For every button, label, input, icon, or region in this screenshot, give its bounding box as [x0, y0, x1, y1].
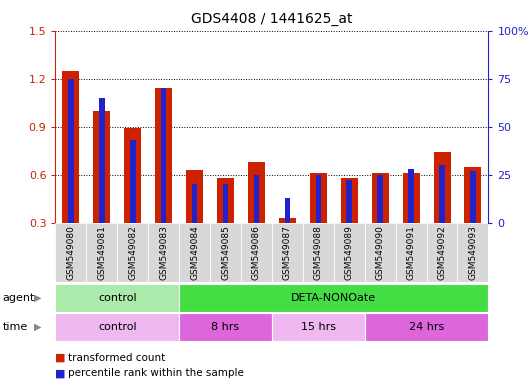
Text: transformed count: transformed count — [68, 353, 165, 363]
Bar — [272, 223, 303, 282]
Text: control: control — [98, 322, 137, 332]
Text: GSM549093: GSM549093 — [468, 225, 477, 280]
Bar — [334, 223, 365, 282]
Bar — [124, 128, 142, 271]
Text: time: time — [3, 322, 28, 332]
Bar — [427, 223, 457, 282]
Bar — [55, 284, 179, 312]
Bar — [378, 175, 383, 223]
Bar — [303, 223, 334, 282]
Bar — [93, 111, 110, 271]
Bar — [272, 313, 365, 341]
Bar — [365, 313, 488, 341]
Bar — [465, 167, 482, 271]
Bar — [192, 184, 197, 223]
Text: agent: agent — [3, 293, 35, 303]
Text: GSM549089: GSM549089 — [345, 225, 354, 280]
Text: ■: ■ — [55, 368, 66, 378]
Bar — [148, 223, 179, 282]
Bar — [55, 223, 87, 282]
Bar — [62, 71, 79, 271]
Text: control: control — [98, 293, 137, 303]
Bar — [365, 223, 395, 282]
Bar — [68, 79, 74, 223]
Text: 15 hrs: 15 hrs — [301, 322, 336, 332]
Text: GDS4408 / 1441625_at: GDS4408 / 1441625_at — [191, 12, 353, 25]
Bar — [210, 223, 241, 282]
Bar — [117, 223, 148, 282]
Bar — [395, 223, 427, 282]
Text: GSM549081: GSM549081 — [97, 225, 106, 280]
Bar — [186, 170, 203, 271]
Text: GSM549091: GSM549091 — [407, 225, 416, 280]
Text: 24 hrs: 24 hrs — [409, 322, 444, 332]
Text: GSM549088: GSM549088 — [314, 225, 323, 280]
Bar — [99, 98, 105, 223]
Bar — [130, 140, 136, 223]
Bar — [439, 165, 445, 223]
Text: GSM549087: GSM549087 — [283, 225, 292, 280]
Bar — [217, 178, 234, 271]
Bar — [285, 198, 290, 223]
Bar — [55, 313, 179, 341]
Bar — [310, 173, 327, 271]
Bar — [179, 284, 488, 312]
Bar — [155, 88, 172, 271]
Bar — [279, 218, 296, 271]
Text: GSM549086: GSM549086 — [252, 225, 261, 280]
Bar — [223, 184, 228, 223]
Bar — [179, 223, 210, 282]
Text: ▶: ▶ — [34, 293, 42, 303]
Bar — [161, 88, 166, 223]
Bar — [470, 171, 476, 223]
Text: GSM549085: GSM549085 — [221, 225, 230, 280]
Text: DETA-NONOate: DETA-NONOate — [291, 293, 376, 303]
Bar — [346, 180, 352, 223]
Bar — [372, 173, 389, 271]
Bar — [87, 223, 117, 282]
Bar — [316, 175, 321, 223]
Bar — [433, 152, 450, 271]
Text: GSM549090: GSM549090 — [375, 225, 385, 280]
Bar — [253, 175, 259, 223]
Text: GSM549084: GSM549084 — [190, 225, 199, 280]
Text: 8 hrs: 8 hrs — [212, 322, 240, 332]
Text: ▶: ▶ — [34, 322, 42, 332]
Bar — [408, 169, 414, 223]
Bar — [179, 313, 272, 341]
Text: percentile rank within the sample: percentile rank within the sample — [68, 368, 243, 378]
Bar — [248, 162, 265, 271]
Text: GSM549080: GSM549080 — [67, 225, 76, 280]
Bar — [241, 223, 272, 282]
Bar — [341, 178, 358, 271]
Text: GSM549082: GSM549082 — [128, 225, 137, 280]
Text: ■: ■ — [55, 353, 66, 363]
Bar — [457, 223, 488, 282]
Text: GSM549092: GSM549092 — [438, 225, 447, 280]
Bar — [402, 173, 420, 271]
Text: GSM549083: GSM549083 — [159, 225, 168, 280]
